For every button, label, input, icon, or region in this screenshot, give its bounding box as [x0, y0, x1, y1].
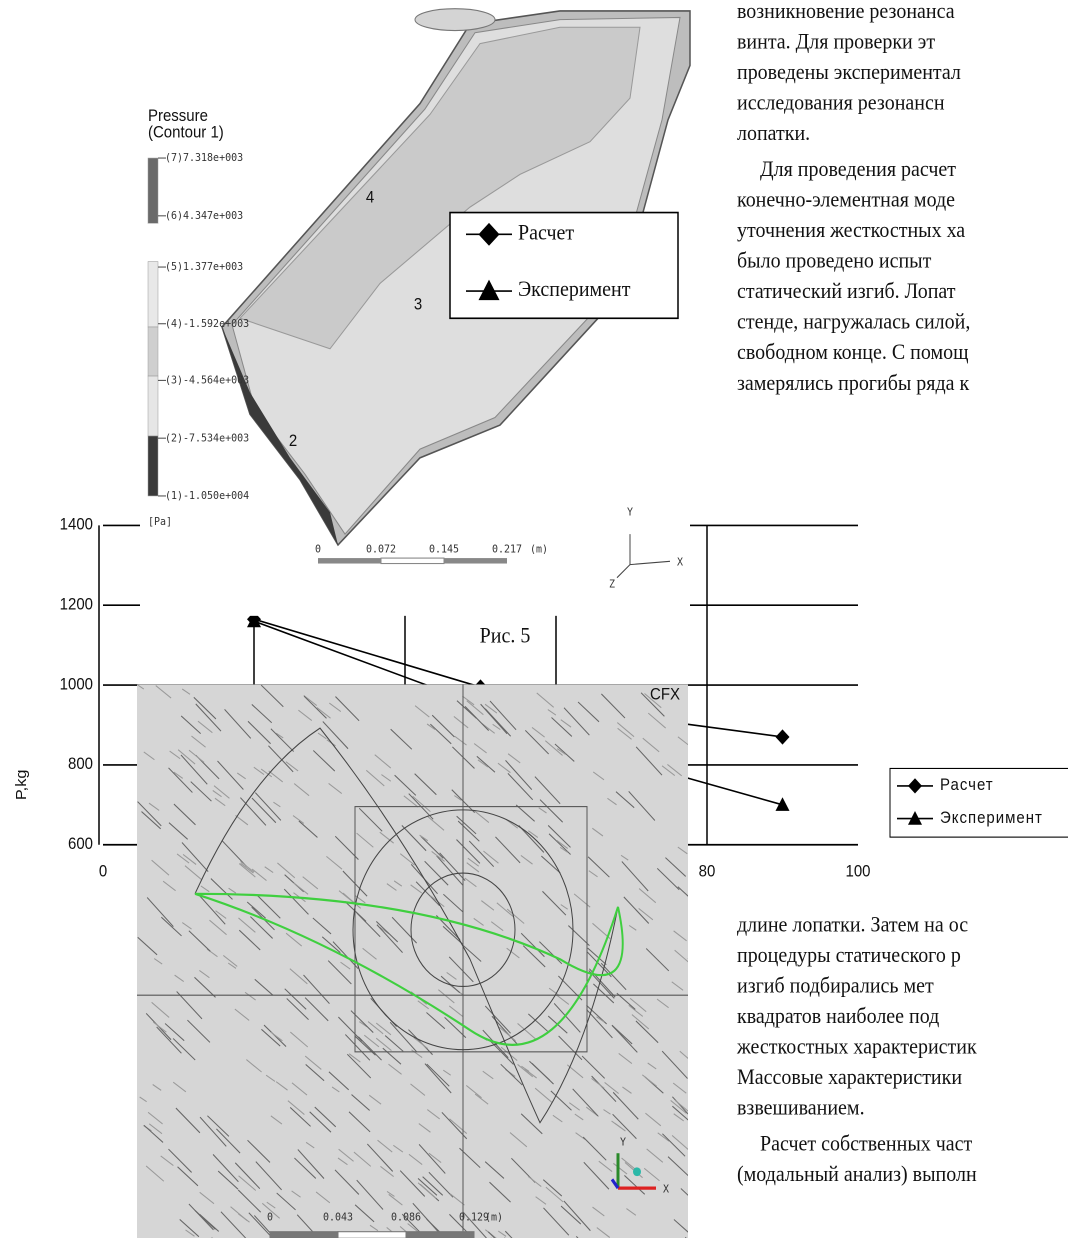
legend-label: Эксперимент: [518, 276, 631, 301]
text-line: изгиб подбирались мет: [737, 973, 934, 998]
x-tick-label: 80: [699, 863, 716, 881]
legend-label: Расчет: [940, 777, 994, 795]
axis-label: X: [663, 1183, 670, 1196]
color-band: [148, 158, 158, 223]
text-line: лопатки.: [737, 120, 810, 145]
y-tick-label: 1200: [60, 596, 94, 614]
marker: [776, 729, 790, 744]
scale-unit: (m): [530, 543, 548, 556]
document: 600800100012001400020406080100P,kgРасчет…: [0, 0, 1068, 1238]
legend-title: Pressure: [148, 107, 208, 125]
y-axis-label: P,kg: [14, 770, 30, 801]
y-tick-label: 600: [68, 836, 93, 854]
text-line: Для проведения расчет: [760, 156, 956, 181]
legend-subtitle: (Contour 1): [148, 124, 224, 142]
scale-unit: (m): [485, 1211, 503, 1224]
watermark: CFX: [650, 686, 680, 704]
color-band: [148, 376, 158, 436]
scale-bar-seg: [381, 558, 444, 563]
axis-label: Y: [627, 506, 634, 519]
text-column-top: возникновение резонанса винта. Для провер…: [737, 0, 970, 395]
legend-level: (2)-7.534e+003: [165, 432, 249, 445]
text-line: взвешиванием.: [737, 1095, 865, 1120]
x-tick-label: 0: [99, 863, 108, 881]
text-column-bottom: длине лопатки. Затем на ос процедуры стат…: [736, 912, 977, 1187]
blade-zone-label: 4: [366, 189, 375, 207]
text-line: исследования резонансн: [737, 90, 945, 115]
y-tick-label: 1400: [60, 516, 94, 534]
axis-label: Y: [620, 1136, 627, 1149]
scale-label: 0.086: [391, 1211, 421, 1224]
scale-label: 0: [315, 543, 321, 556]
scale-label: 0: [267, 1211, 273, 1224]
text-line: конечно-элементная моде: [737, 187, 955, 212]
inset-legend: Расчет Эксперимент: [450, 213, 678, 319]
text-line: длине лопатки. Затем на ос: [737, 912, 968, 937]
scale-bar-seg: [318, 558, 381, 563]
text-line: винта. Для проверки эт: [737, 29, 935, 54]
text-line: уточнения жесткостных ха: [737, 217, 965, 242]
scale-bar-seg: [338, 1232, 406, 1238]
flow-figure: CFX00.0430.0860.129(m)YX: [137, 685, 711, 1238]
scale-bar-seg: [270, 1232, 338, 1238]
legend-level: (7)7.318e+003: [165, 152, 243, 165]
axis-dot: [633, 1167, 641, 1176]
text-line: (модальный анализ) выполн: [737, 1161, 977, 1186]
scale-bar-seg: [406, 1232, 474, 1238]
blade-zone-label: 3: [414, 296, 423, 314]
text-line: замерялись прогибы ряда к: [737, 370, 970, 395]
x-tick-label: 100: [845, 863, 870, 881]
text-line: процедуры статического р: [737, 942, 961, 967]
y-tick-label: 1000: [60, 676, 94, 694]
scale-label: 0.145: [429, 543, 459, 556]
scale-bar-seg: [444, 558, 507, 563]
color-band: [148, 436, 158, 496]
text-line: проведены экспериментал: [737, 59, 961, 84]
text-line: квадратов наиболее под: [737, 1003, 940, 1028]
color-band: [148, 223, 158, 261]
scale-label: 0.217: [492, 543, 522, 556]
text-line: возникновение резонанса: [737, 0, 955, 23]
y-tick-label: 800: [68, 756, 93, 774]
text-line: Расчет собственных част: [760, 1131, 972, 1156]
text-line: свободном конце. С помощ: [737, 339, 968, 364]
legend-level: (6)4.347e+003: [165, 210, 243, 223]
legend-level: (3)-4.564e+003: [165, 374, 249, 387]
scale-label: 0.043: [323, 1211, 353, 1224]
color-band: [148, 262, 158, 327]
legend-label: Расчет: [518, 220, 574, 245]
text-line: статический изгиб. Лопат: [737, 278, 956, 303]
text-line: Массовые характеристики: [737, 1064, 962, 1089]
text-line: жесткостных характеристик: [736, 1034, 977, 1059]
legend-unit: [Pa]: [148, 516, 172, 529]
content: 600800100012001400020406080100P,kgРасчет…: [14, 0, 1068, 1238]
flow-arrow: [688, 958, 696, 964]
text-line: было проведено испыт: [737, 248, 931, 273]
legend-level: (4)-1.592e+003: [165, 317, 249, 330]
axis-label: X: [677, 556, 684, 569]
text-line: стенде, нагружалась силой,: [737, 309, 970, 334]
page: { "right_column_top": {"lines": ["возник…: [0, 0, 1068, 1238]
chart-legend: Расчет Эксперимент: [890, 768, 1068, 837]
legend-label: Эксперимент: [940, 809, 1043, 827]
color-band: [148, 327, 158, 376]
figure-caption: Рис. 5: [480, 623, 531, 648]
blade-zone-label: 2: [289, 432, 297, 450]
axis-label: Z: [609, 578, 615, 591]
scale-label: 0.072: [366, 543, 396, 556]
legend-level: (5)1.377e+003: [165, 261, 243, 274]
blade-hub: [415, 9, 495, 31]
legend-level: (1)-1.050e+004: [165, 490, 249, 503]
